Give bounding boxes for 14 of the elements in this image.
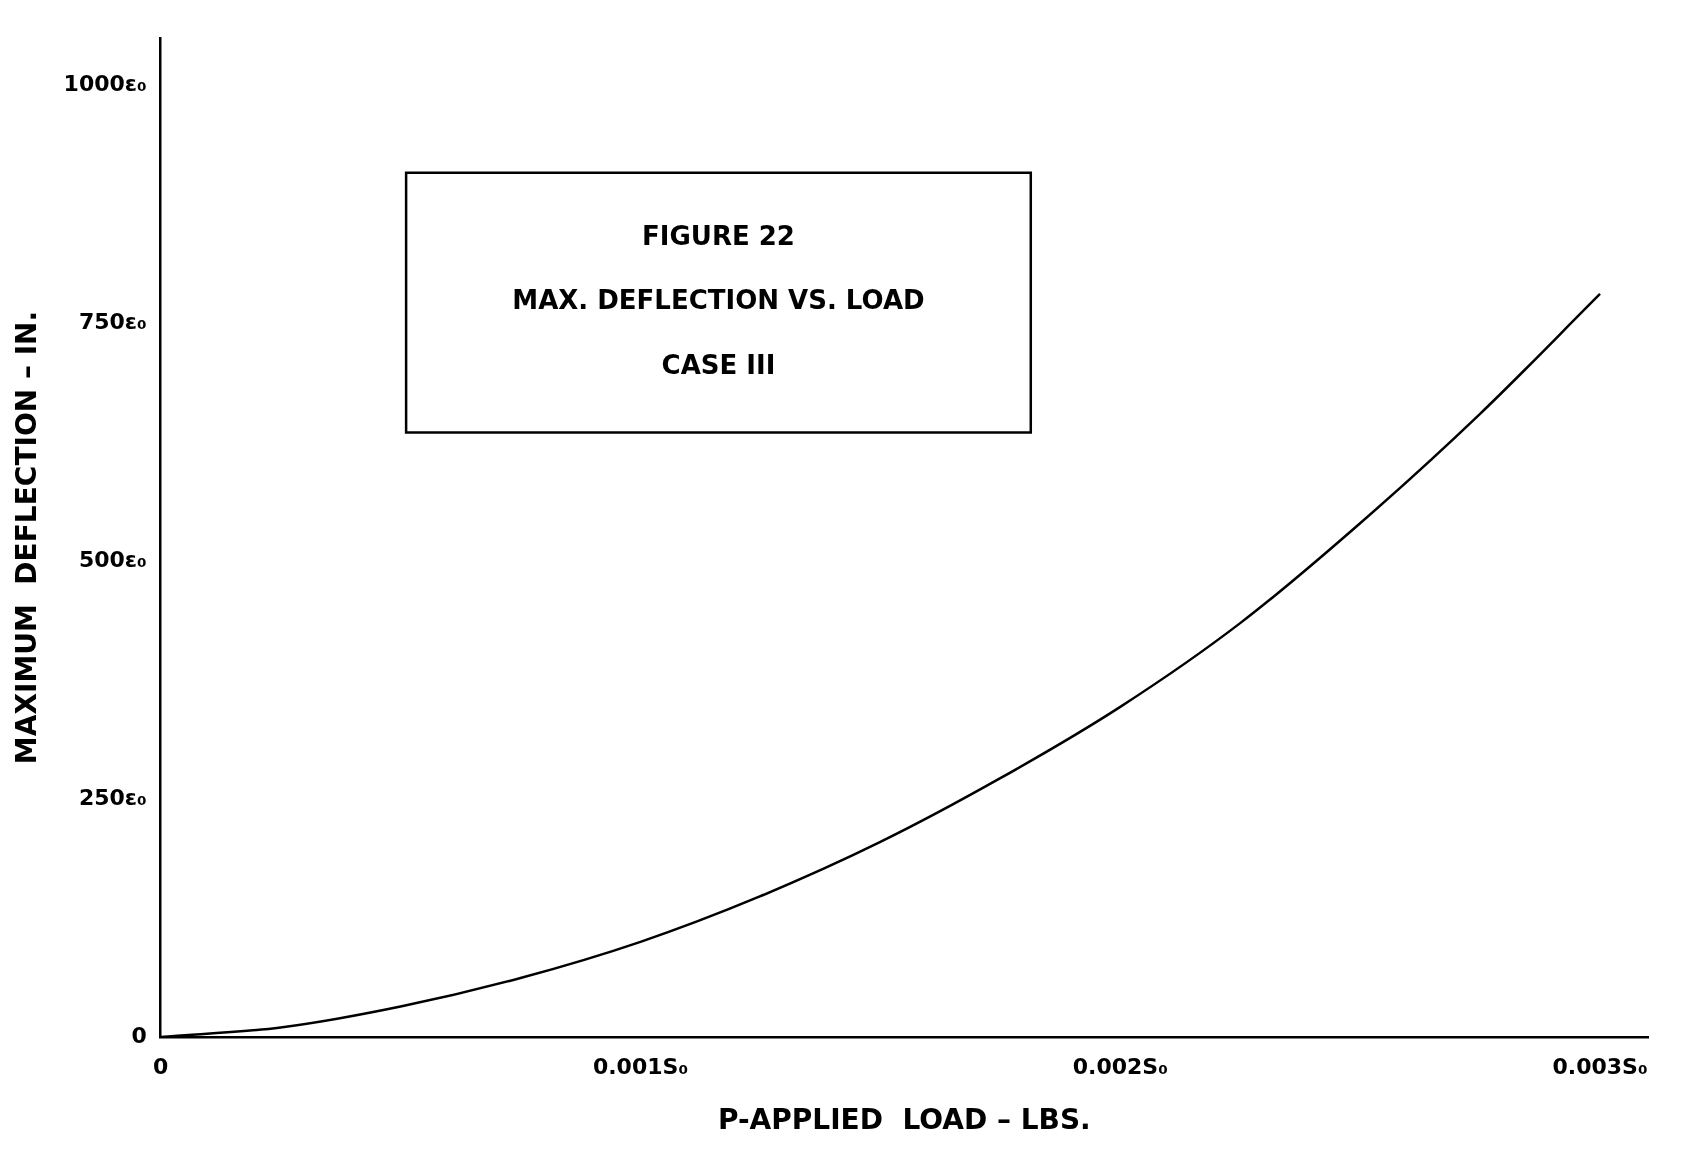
text: FIGURE 22: [641, 220, 795, 251]
x-tick-label: 0.001S₀: [592, 1053, 689, 1079]
text: MAX. DEFLECTION VS. LOAD: [512, 285, 925, 316]
y-tick-label: 1000ε₀: [63, 71, 147, 97]
y-tick-label: 0: [131, 1022, 147, 1048]
y-tick-label: 500ε₀: [78, 547, 147, 572]
y-axis-title: MAXIMUM DEFLECTION – IN.: [10, 310, 44, 765]
x-tick-label: 0.002S₀: [1072, 1053, 1168, 1079]
y-tick-label: 750ε₀: [78, 309, 147, 335]
y-tick-label: 250ε₀: [78, 784, 147, 810]
annotation: CASE III: [661, 350, 776, 381]
x-tick-label: 0: [153, 1053, 169, 1079]
x-axis-title: P-APPLIED LOAD – LBS.: [717, 1103, 1091, 1137]
x-tick-label: 0.003S₀: [1552, 1053, 1648, 1079]
